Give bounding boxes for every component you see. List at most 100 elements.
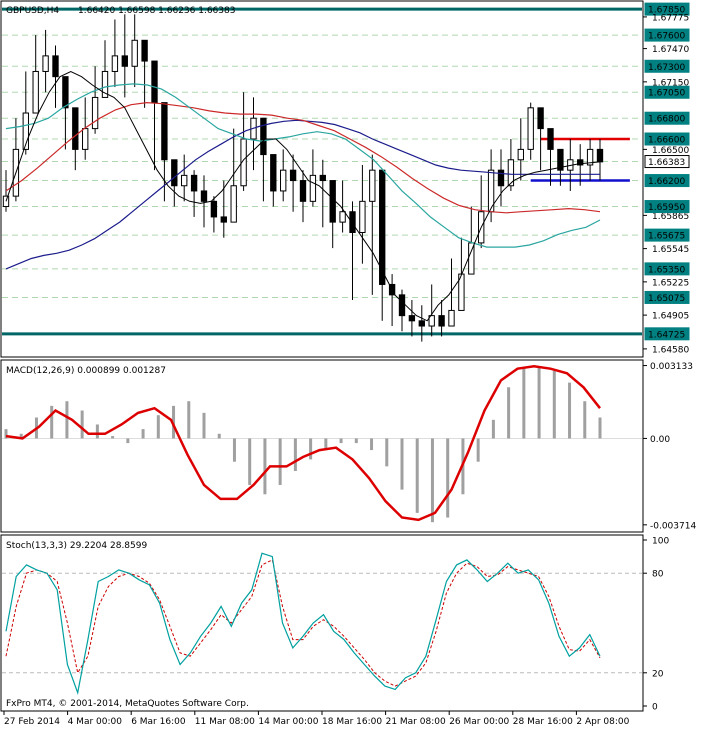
price-axis-label: 1.65225 <box>652 278 689 288</box>
candle-body <box>190 174 198 192</box>
candle-body <box>408 315 416 322</box>
macd-bar <box>430 438 434 523</box>
candle-body <box>557 148 564 171</box>
price-title: GBPUSD,H4 <box>6 6 59 16</box>
price-axis-label: 1.66500 <box>652 146 689 156</box>
candle-body <box>299 180 307 202</box>
macd-bar <box>126 438 130 444</box>
candle-body <box>82 128 89 150</box>
price-level-box <box>644 85 690 99</box>
price-level-box <box>644 28 690 42</box>
candle-body <box>91 96 99 130</box>
macd-bar <box>598 417 602 439</box>
ma-medium-line <box>5 83 601 248</box>
price-level-box <box>644 2 690 16</box>
price-axis-label: 1.66800 <box>648 115 685 125</box>
price-axis-label: 1.67470 <box>652 45 689 55</box>
candle-body <box>379 169 386 285</box>
macd-bar <box>339 438 343 444</box>
macd-bar <box>385 438 389 467</box>
x-axis-label: 27 Feb 2014 <box>4 717 60 727</box>
price-ohlc: 1.66420 1.66598 1.66236 1.66383 <box>78 6 235 16</box>
candle-body <box>448 309 455 327</box>
candle-body <box>547 128 554 150</box>
macd-bar <box>309 438 313 460</box>
candle-body <box>428 315 435 327</box>
macd-y-axis: 0.003133 0.00 -0.003714 <box>643 362 696 531</box>
x-axis-label: 26 Mar 00:00 <box>449 717 509 727</box>
x-axis-label: 4 Mar 00:00 <box>68 717 123 727</box>
stoch-signal-line <box>5 559 601 687</box>
macd-bar <box>80 410 84 439</box>
moving-averages <box>5 70 601 322</box>
x-axis-label: 14 Mar 00:00 <box>258 717 318 727</box>
price-axis-label: 1.65865 <box>652 212 689 222</box>
candle-body <box>171 159 178 187</box>
candle-body <box>200 190 208 202</box>
candle-body <box>32 70 39 114</box>
candle-body <box>240 138 247 187</box>
macd-bar <box>354 438 358 444</box>
candle-body <box>517 148 524 161</box>
macd-bar <box>248 438 252 485</box>
candle-body <box>418 320 425 327</box>
candle-body <box>101 70 109 98</box>
macd-bar <box>141 429 145 439</box>
stoch-panel: Stoch(13,3,3) 29.2204 28.8599 FxPro MT4,… <box>0 534 644 712</box>
price-level-box <box>644 174 690 188</box>
macd-bar <box>522 368 526 439</box>
x-axis-label: 2 Apr 08:00 <box>576 717 629 727</box>
price-axis-label: 1.64725 <box>648 330 685 340</box>
candle-body <box>527 107 534 150</box>
candle-body <box>309 174 317 202</box>
price-axis-label: 1.65350 <box>648 265 685 275</box>
price-level-box <box>644 200 690 214</box>
macd-bar <box>400 438 404 490</box>
price-axis-label: 1.65075 <box>648 294 685 304</box>
macd-bar <box>95 424 99 439</box>
price-level-box <box>644 262 690 276</box>
stoch-y-axis: 100 80 20 0 <box>643 537 669 713</box>
macd-axis-label: 0.00 <box>650 435 670 445</box>
candle-body <box>319 174 326 182</box>
macd-bar <box>583 401 587 439</box>
stoch-axis-label: 80 <box>652 570 664 580</box>
candle-body <box>359 200 366 234</box>
candle-body <box>22 112 29 150</box>
stoch-axis-label: 100 <box>652 537 669 547</box>
macd-bar <box>537 366 541 439</box>
stoch-grid <box>2 572 642 674</box>
price-level-box <box>644 155 690 169</box>
stoch-lines <box>5 552 601 695</box>
price-level-box <box>644 290 690 304</box>
candles <box>2 14 604 342</box>
x-axis-label: 6 Mar 16:00 <box>131 717 186 727</box>
macd-signal <box>5 365 601 522</box>
x-axis-label: 28 Mar 16:00 <box>513 717 573 727</box>
price-axis-label: 1.67850 <box>648 6 685 16</box>
price-axis-label: 1.67150 <box>652 78 689 88</box>
macd-title: MACD(12,26,9) 0.000899 0.001287 <box>6 366 166 376</box>
candle-body <box>52 55 59 78</box>
price-axis-label: 1.67775 <box>652 13 689 23</box>
macd-bar <box>552 370 556 439</box>
price-axis-label: 1.66600 <box>648 135 685 145</box>
price-level-box <box>644 59 690 73</box>
stoch-panel-frame <box>0 534 644 712</box>
candle-body <box>131 39 138 67</box>
candle-body <box>181 174 188 187</box>
macd-bar <box>278 438 282 485</box>
macd-bar <box>172 405 176 439</box>
copyright: FxPro MT4, © 2001-2014, MetaQuotes Softw… <box>6 699 249 709</box>
candle-body <box>161 102 168 161</box>
candle-body <box>289 169 297 182</box>
price-level-box <box>644 132 690 146</box>
x-axis-label: 18 Mar 16:00 <box>322 717 382 727</box>
macd-bar <box>111 436 115 439</box>
macd-bar <box>217 433 221 439</box>
stoch-axis-label: 0 <box>652 703 658 713</box>
macd-bar <box>202 412 206 439</box>
macd-bar <box>65 401 69 439</box>
